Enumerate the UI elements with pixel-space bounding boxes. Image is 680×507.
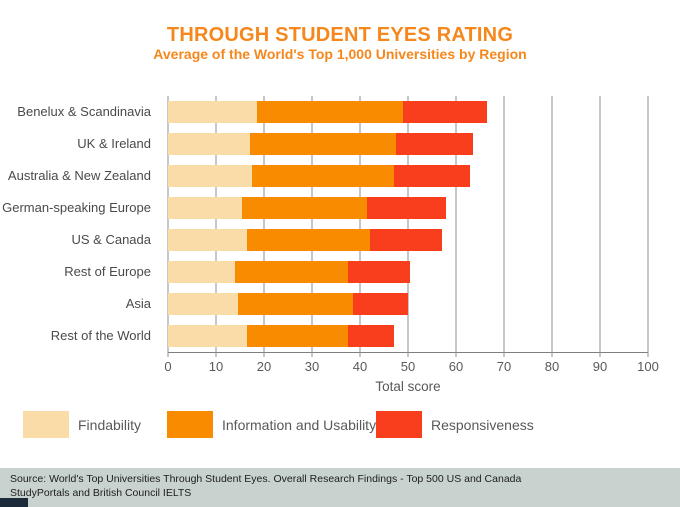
gridline-100 — [647, 96, 649, 357]
bar-segment-findability — [168, 133, 250, 155]
bar-row-us-canada — [168, 224, 648, 256]
bar-row-rest-of-europe — [168, 256, 648, 288]
x-tick-label-80: 80 — [544, 359, 560, 374]
bar-row-benelux-scandinavia — [168, 96, 648, 128]
bar-segment-information-and-usability — [242, 197, 368, 219]
category-label-asia: Asia — [125, 296, 151, 311]
bar-rows — [168, 96, 648, 352]
source-line-1: Source: World's Top Universities Through… — [10, 473, 522, 485]
category-label-us-canada: US & Canada — [71, 232, 152, 247]
x-axis-ticks: 0 10 20 30 40 50 60 70 80 90 100 — [164, 359, 658, 375]
x-tick-label-40: 40 — [352, 359, 368, 374]
x-axis-title: Total score — [375, 379, 441, 394]
source-line-2: StudyPortals and British Council IELTS — [10, 487, 192, 499]
bar-segment-information-and-usability — [235, 261, 348, 283]
bar-row-uk-ireland — [168, 128, 648, 160]
bar-row-german-speaking-europe — [168, 192, 648, 224]
x-tick-label-60: 60 — [448, 359, 464, 374]
legend-swatch-findability — [23, 411, 69, 438]
bar-segment-responsiveness — [393, 165, 471, 187]
bar-segment-findability — [168, 229, 248, 251]
bar-row-asia — [168, 288, 648, 320]
gridline-50 — [407, 96, 409, 357]
bar-segment-information-and-usability — [237, 293, 353, 315]
bar-segment-findability — [168, 165, 252, 187]
bar-segment-findability — [168, 325, 248, 347]
category-labels: Benelux & Scandinavia UK & Ireland Austral… — [0, 96, 160, 352]
bar-segment-findability — [168, 293, 238, 315]
bar-segment-findability — [168, 101, 257, 123]
bar-segment-responsiveness — [395, 133, 473, 155]
legend: Findability Information and Usability Resp… — [0, 411, 680, 439]
category-label-uk-ireland: UK & Ireland — [77, 136, 151, 151]
legend-swatch-information-and-usability — [167, 411, 213, 438]
gridline-70 — [503, 96, 505, 357]
gridline-10 — [215, 96, 217, 357]
x-tick-label-100: 100 — [637, 359, 659, 374]
bar-segment-responsiveness — [352, 293, 408, 315]
legend-label-responsiveness: Responsiveness — [431, 416, 534, 433]
x-tick-label-0: 0 — [164, 359, 172, 374]
bar-segment-findability — [168, 197, 243, 219]
legend-swatch-responsiveness — [376, 411, 422, 438]
x-tick-label-70: 70 — [496, 359, 512, 374]
chart-subtitle: Average of the World's Top 1,000 Univers… — [153, 46, 527, 62]
category-label-australia-new-zealand: Australia & New Zealand — [7, 168, 151, 183]
bar-segment-information-and-usability — [256, 101, 404, 123]
x-tick-label-90: 90 — [592, 359, 608, 374]
legend-label-findability: Findability — [78, 416, 142, 433]
bar-segment-information-and-usability — [252, 165, 394, 187]
gridline-0 — [167, 96, 169, 357]
bar-segment-responsiveness — [347, 325, 394, 347]
bar-row-australia-new-zealand — [168, 160, 648, 192]
legend-item-information-and-usability: Information and Usability — [167, 411, 376, 438]
x-tick-label-10: 10 — [208, 359, 224, 374]
bar-segment-responsiveness — [403, 101, 488, 123]
gridline-30 — [311, 96, 313, 357]
bar-row-rest-of-the-world — [168, 320, 648, 352]
bar-segment-responsiveness — [369, 229, 442, 251]
category-label-benelux-scandinavia: Benelux & Scandinavia — [17, 104, 151, 119]
bar-segment-information-and-usability — [247, 229, 370, 251]
category-label-rest-of-europe: Rest of Europe — [64, 264, 151, 279]
gridline-40 — [359, 96, 361, 357]
gridline-90 — [599, 96, 601, 357]
bar-segment-responsiveness — [347, 261, 411, 283]
gridline-60 — [455, 96, 457, 357]
legend-label-information-and-usability: Information and Usability — [222, 416, 377, 433]
gridline-20 — [263, 96, 265, 357]
bar-segment-findability — [168, 261, 236, 283]
gridline-80 — [551, 96, 553, 357]
category-label-rest-of-the-world: Rest of the World — [50, 328, 151, 343]
bar-segment-responsiveness — [367, 197, 447, 219]
bar-segment-information-and-usability — [247, 325, 348, 347]
plot-area — [167, 96, 649, 357]
category-label-german-speaking-europe: German-speaking Europe — [2, 200, 151, 215]
footer-accent-bar — [0, 498, 28, 507]
legend-item-findability: Findability — [23, 411, 141, 438]
x-tick-label-30: 30 — [304, 359, 320, 374]
x-tick-label-20: 20 — [256, 359, 272, 374]
legend-item-responsiveness: Responsiveness — [376, 411, 534, 438]
bar-segment-information-and-usability — [249, 133, 396, 155]
chart-title: THROUGH STUDENT EYES RATING — [166, 24, 514, 46]
source-footer: Source: World's Top Universities Through… — [0, 468, 680, 507]
x-tick-label-50: 50 — [400, 359, 416, 374]
